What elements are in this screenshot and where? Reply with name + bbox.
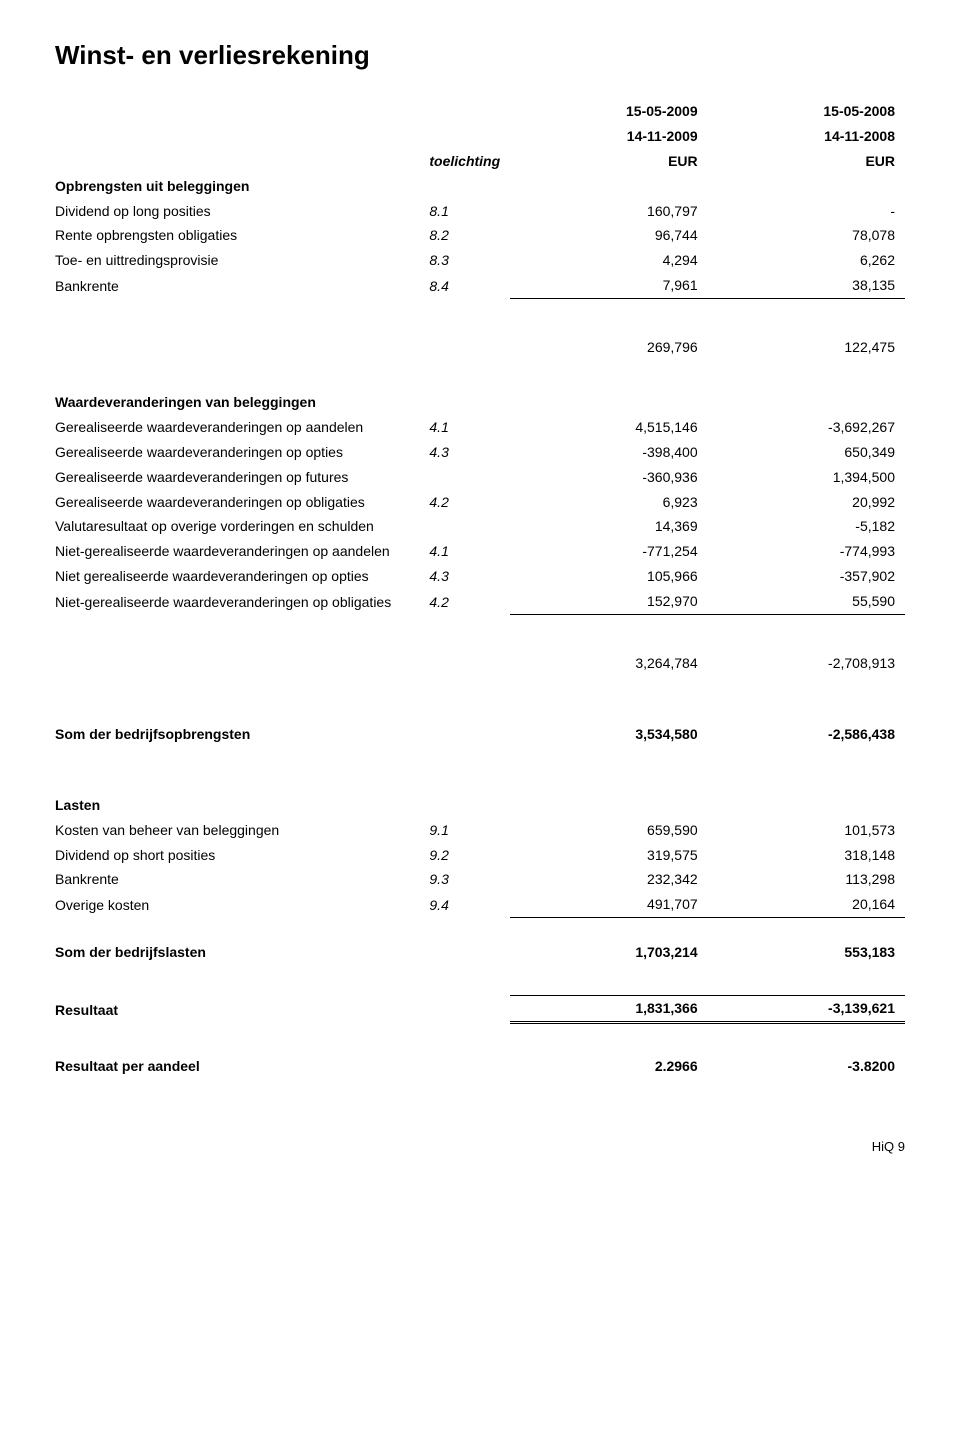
section-heading: Lasten <box>55 793 429 818</box>
table-row: Rente opbrengsten obligaties 8.2 96,744 … <box>55 223 905 248</box>
table-row: Gerealiseerde waardeveranderingen op opt… <box>55 440 905 465</box>
table-row: Overige kosten 9.4 491,707 20,164 <box>55 892 905 917</box>
period2-line1: 15-05-2008 <box>708 99 905 124</box>
period2-unit: EUR <box>708 149 905 174</box>
table-row: Valutaresultaat op overige vorderingen e… <box>55 514 905 539</box>
table-row: Niet gerealiseerde waardeveranderingen o… <box>55 564 905 589</box>
table-row: Niet-gerealiseerde waardeveranderingen o… <box>55 589 905 614</box>
table-row: Gerealiseerde waardeveranderingen op fut… <box>55 465 905 490</box>
table-row: Bankrente 8.4 7,961 38,135 <box>55 273 905 298</box>
som-opbrengsten-row: Som der bedrijfsopbrengsten 3,534,580 -2… <box>55 722 905 747</box>
som-lasten-row: Som der bedrijfslasten 1,703,214 553,183 <box>55 940 905 965</box>
subtotal-row: 3,264,784 -2,708,913 <box>55 651 905 676</box>
table-row: Kosten van beheer van beleggingen 9.1 65… <box>55 818 905 843</box>
resultaat-per-aandeel-row: Resultaat per aandeel 2.2966 -3.8200 <box>55 1054 905 1079</box>
table-row: Dividend op short posities 9.2 319,575 3… <box>55 843 905 868</box>
table-row: Gerealiseerde waardeveranderingen op aan… <box>55 415 905 440</box>
note-column-header: toelichting <box>429 149 510 174</box>
page-title: Winst- en verliesrekening <box>55 40 905 71</box>
period1-line1: 15-05-2009 <box>510 99 707 124</box>
resultaat-row: Resultaat 1,831,366 -3,139,621 <box>55 996 905 1023</box>
period1-unit: EUR <box>510 149 707 174</box>
period1-line2: 14-11-2009 <box>510 124 707 149</box>
income-statement-table: 15-05-2009 15-05-2008 14-11-2009 14-11-2… <box>55 99 905 1079</box>
section-heading: Waardeveranderingen van beleggingen <box>55 390 429 415</box>
section-heading: Opbrengsten uit beleggingen <box>55 174 429 199</box>
table-row: Dividend op long posities 8.1 160,797 - <box>55 199 905 224</box>
table-row: Niet-gerealiseerde waardeveranderingen o… <box>55 539 905 564</box>
period2-line2: 14-11-2008 <box>708 124 905 149</box>
table-row: Bankrente 9.3 232,342 113,298 <box>55 867 905 892</box>
page-footer: HiQ 9 <box>55 1139 905 1154</box>
subtotal-row: 269,796 122,475 <box>55 335 905 360</box>
table-row: Toe- en uittredingsprovisie 8.3 4,294 6,… <box>55 248 905 273</box>
table-row: Gerealiseerde waardeveranderingen op obl… <box>55 490 905 515</box>
